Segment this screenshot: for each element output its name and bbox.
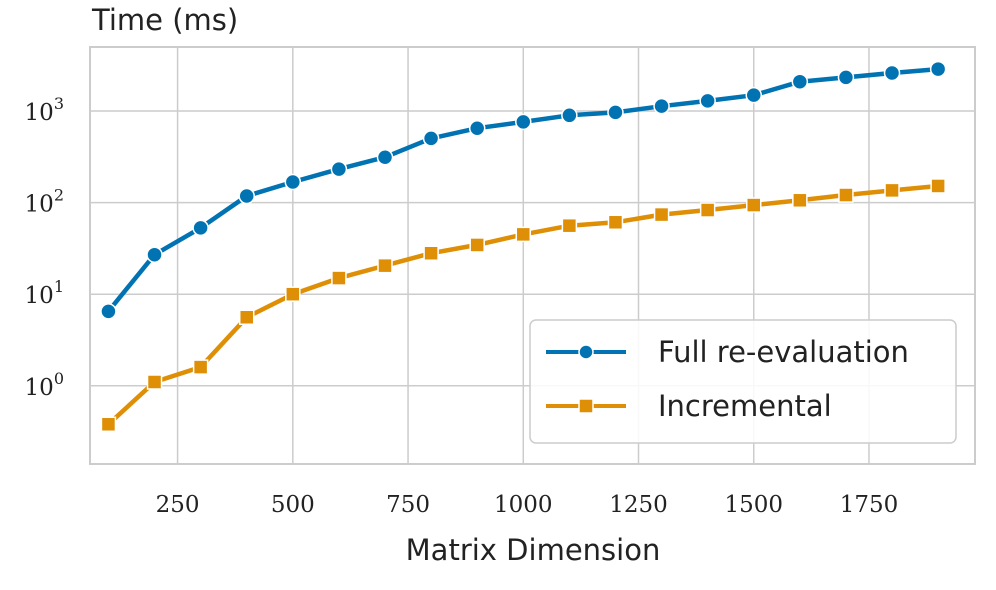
x-tick-labels: 250 500 750 1000 1250 1500 1750 (156, 492, 899, 518)
x-tick-label: 1750 (840, 492, 899, 518)
data-point-incremental (331, 270, 347, 286)
data-point-incremental (515, 226, 532, 243)
data-point-full-re-evaluation (607, 104, 624, 121)
data-point-incremental (930, 178, 946, 194)
y-tick-label: 102 (25, 186, 64, 218)
data-point-full-re-evaluation (561, 107, 578, 124)
data-point-incremental (146, 374, 163, 390)
data-point-incremental (653, 206, 670, 223)
data-point-full-re-evaluation (837, 69, 855, 86)
legend: Full re-evaluation Incremental (529, 319, 957, 444)
legend-label-full-re-evaluation: Full re-evaluation (658, 335, 909, 369)
data-point-incremental (377, 257, 393, 274)
x-tick-label: 500 (271, 492, 315, 518)
series-layer (100, 60, 947, 433)
y-tick-label: 100 (25, 369, 64, 401)
legend-box (529, 319, 957, 444)
legend-marker-incremental (578, 398, 594, 414)
data-point-full-re-evaluation (745, 86, 762, 104)
data-point-full-re-evaluation (330, 160, 348, 178)
data-point-full-re-evaluation (284, 173, 302, 191)
data-point-incremental (100, 416, 117, 433)
plot-frame (89, 46, 976, 465)
data-point-incremental (238, 309, 255, 326)
data-point-full-re-evaluation (699, 92, 716, 110)
data-point-incremental (746, 197, 762, 213)
data-point-incremental (192, 359, 209, 375)
data-point-incremental (469, 237, 485, 253)
data-point-full-re-evaluation (929, 60, 947, 78)
y-tick-label: 103 (25, 94, 64, 126)
x-tick-label: 1500 (724, 492, 783, 518)
data-point-full-re-evaluation (376, 148, 394, 166)
y-tick-label: 101 (25, 277, 64, 309)
data-point-full-re-evaluation (422, 130, 440, 147)
x-tick-label: 750 (386, 492, 430, 518)
data-point-incremental (838, 187, 854, 203)
x-tick-label: 1250 (609, 492, 668, 518)
data-point-incremental (884, 182, 900, 199)
data-point-incremental (792, 192, 808, 209)
data-point-incremental (285, 286, 301, 302)
data-point-incremental (607, 214, 624, 231)
data-point-incremental (699, 202, 716, 218)
data-point-full-re-evaluation (653, 97, 670, 115)
legend-label-incremental: Incremental (658, 389, 832, 423)
y-tick-labels: 100 101 102 103 (25, 94, 64, 401)
x-tick-label: 1000 (494, 492, 553, 518)
data-point-full-re-evaluation (238, 187, 255, 205)
data-point-full-re-evaluation (515, 113, 532, 131)
data-point-incremental (561, 217, 578, 234)
data-point-full-re-evaluation (468, 119, 486, 137)
legend-marker-full-re-evaluation (578, 344, 594, 360)
gridlines (90, 47, 975, 464)
x-axis-title: Matrix Dimension (406, 533, 661, 567)
data-point-incremental (423, 245, 439, 261)
data-point-full-re-evaluation (192, 219, 209, 237)
data-point-full-re-evaluation (146, 246, 163, 263)
data-point-full-re-evaluation (100, 303, 117, 320)
data-point-full-re-evaluation (883, 64, 901, 82)
x-tick-label: 250 (156, 492, 200, 518)
data-point-full-re-evaluation (791, 73, 809, 90)
y-axis-title: Time (ms) (91, 3, 238, 37)
